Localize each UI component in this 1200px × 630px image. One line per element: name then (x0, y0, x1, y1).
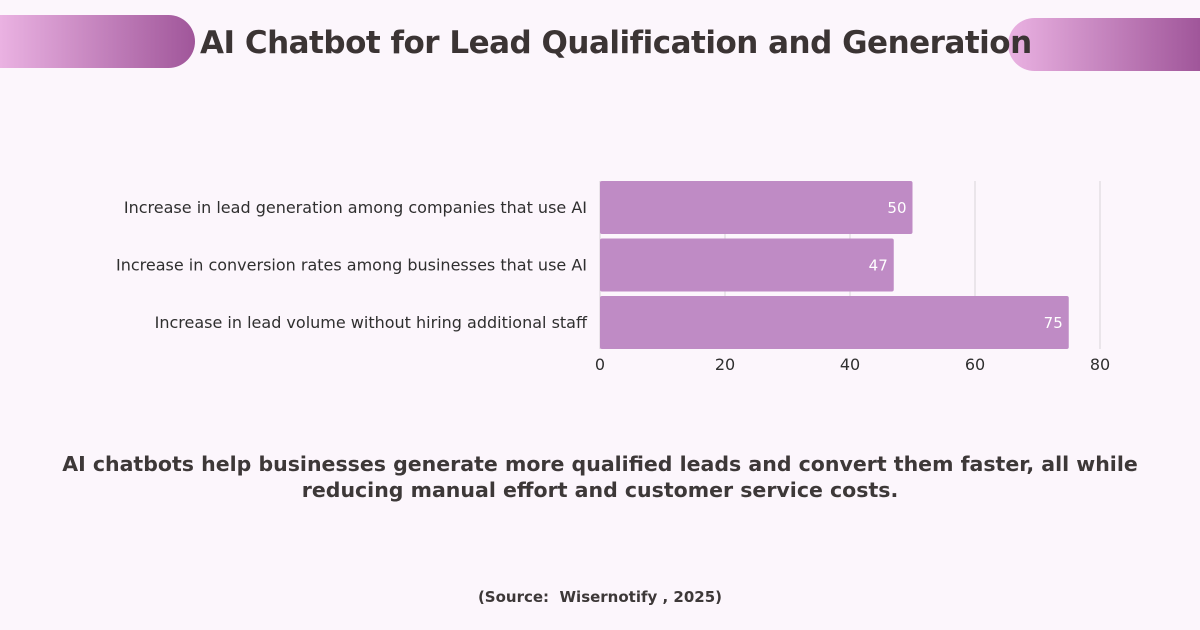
bar (600, 238, 894, 292)
summary-text: AI chatbots help businesses generate mor… (62, 452, 1138, 502)
page-title: AI Chatbot for Lead Qualification and Ge… (200, 25, 1032, 61)
decorative-pill-left (0, 15, 195, 68)
x-tick-label: 80 (1090, 355, 1110, 374)
chart-category-labels: Increase in lead generation among compan… (116, 198, 588, 332)
bar-chart: 50 47 75 Increase in lead generation among… (116, 181, 1110, 374)
chart-bars: 50 47 75 (600, 181, 1069, 349)
bar-value-label: 47 (869, 257, 888, 275)
decorative-pill-right (1008, 18, 1200, 71)
x-tick-label: 0 (595, 355, 605, 374)
bar (600, 296, 1069, 349)
bar-value-label: 75 (1044, 314, 1063, 332)
category-label: Increase in lead generation among compan… (124, 198, 587, 217)
source-citation: (Source: Wisernotify , 2025) (477, 588, 723, 606)
category-label: Increase in conversion rates among busin… (116, 256, 587, 275)
category-label: Increase in lead volume without hiring a… (155, 313, 588, 332)
bar (600, 181, 913, 234)
x-tick-label: 20 (715, 355, 735, 374)
x-tick-label: 40 (840, 355, 860, 374)
bar-value-label: 50 (887, 199, 906, 217)
x-tick-label: 60 (965, 355, 985, 374)
chart-x-tick-labels: 0 20 40 60 80 (595, 355, 1110, 374)
